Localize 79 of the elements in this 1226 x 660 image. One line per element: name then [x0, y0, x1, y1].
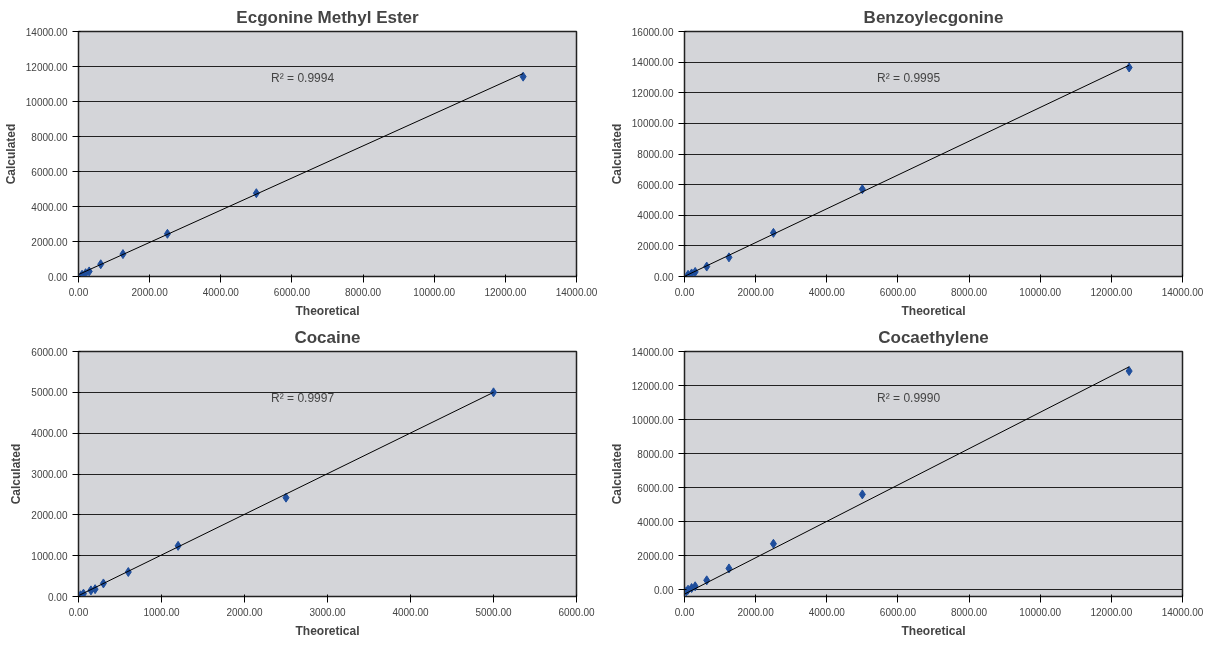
y-tick-label: 0.00	[654, 584, 674, 596]
x-tick-label: 12000.00	[1090, 286, 1133, 298]
y-tick-label: 5000.00	[31, 387, 68, 399]
y-tick-label: 14000.00	[631, 57, 674, 69]
x-tick-label: 10000.00	[1019, 606, 1062, 618]
x-axis-title: Theoretical	[295, 623, 360, 638]
y-tick-label: 6000.00	[637, 482, 674, 494]
y-tick-label: 6000.00	[31, 166, 68, 178]
x-tick-label: 14000.00	[1161, 286, 1204, 298]
y-axis-title: Calculated	[9, 443, 24, 505]
x-tick-label: 14000.00	[1161, 606, 1204, 618]
x-tick-label: 5000.00	[475, 606, 513, 618]
y-tick-label: 12000.00	[631, 380, 674, 392]
annotation: R² = 0.9994	[271, 71, 335, 86]
y-tick-label: 6000.00	[31, 346, 68, 358]
y-axis-title: Calculated	[609, 123, 624, 185]
y-tick-label: 2000.00	[31, 509, 68, 521]
chart-title: Cocaine	[294, 327, 361, 347]
y-tick-label: 10000.00	[631, 118, 674, 130]
x-tick-label: 14000.00	[555, 286, 598, 298]
y-tick-label: 16000.00	[631, 26, 674, 38]
x-tick-label: 1000.00	[143, 606, 181, 618]
x-tick-label: 12000.00	[1090, 606, 1133, 618]
x-tick-label: 10000.00	[413, 286, 456, 298]
x-axis-title: Theoretical	[901, 623, 966, 638]
x-tick-label: 6000.00	[558, 606, 596, 618]
x-tick-label: 0.00	[68, 286, 89, 298]
chart-title: Cocaethylene	[878, 327, 989, 347]
y-tick-label: 0.00	[654, 271, 674, 283]
x-tick-label: 8000.00	[951, 606, 988, 618]
x-axis-title: Theoretical	[901, 303, 966, 318]
y-tick-label: 14000.00	[631, 346, 674, 358]
y-tick-label: 4000.00	[31, 201, 68, 213]
x-tick-label: 0.00	[68, 606, 89, 618]
x-tick-label: 2000.00	[131, 286, 169, 298]
y-tick-label: 10000.00	[631, 414, 674, 426]
y-tick-label: 0.00	[48, 591, 68, 603]
x-tick-label: 3000.00	[309, 606, 347, 618]
x-tick-label: 0.00	[674, 606, 695, 618]
y-tick-label: 4000.00	[31, 428, 68, 440]
x-tick-label: 2000.00	[737, 286, 775, 298]
x-tick-label: 4000.00	[808, 286, 846, 298]
y-tick-label: 1000.00	[31, 550, 68, 562]
x-axis-title: Theoretical	[295, 303, 360, 318]
x-tick-label: 8000.00	[345, 286, 382, 298]
y-tick-label: 8000.00	[637, 448, 674, 460]
y-tick-label: 0.00	[48, 271, 68, 283]
y-tick-label: 10000.00	[25, 96, 68, 108]
y-tick-label: 4000.00	[637, 516, 674, 528]
y-tick-label: 8000.00	[31, 131, 68, 143]
y-axis-title: Calculated	[3, 123, 18, 185]
annotation: R² = 0.9990	[877, 391, 941, 406]
x-tick-label: 8000.00	[951, 286, 988, 298]
y-tick-label: 2000.00	[637, 240, 674, 252]
x-tick-label: 6000.00	[273, 286, 311, 298]
y-axis-title: Calculated	[609, 443, 624, 505]
x-tick-label: 4000.00	[392, 606, 430, 618]
chart-title: Ecgonine Methyl Ester	[236, 7, 420, 27]
x-tick-label: 6000.00	[879, 286, 917, 298]
annotation: R² = 0.9997	[271, 391, 335, 406]
x-tick-label: 2000.00	[737, 606, 775, 618]
y-tick-label: 2000.00	[31, 236, 68, 248]
x-tick-label: 12000.00	[484, 286, 527, 298]
x-tick-label: 4000.00	[808, 606, 846, 618]
y-tick-label: 3000.00	[31, 469, 68, 480]
x-tick-label: 6000.00	[879, 606, 917, 618]
y-tick-label: 14000.00	[25, 26, 68, 38]
y-tick-label: 6000.00	[637, 179, 674, 191]
x-tick-label: 10000.00	[1019, 286, 1062, 298]
chart-title: Benzoylecgonine	[863, 7, 1004, 27]
x-tick-label: 4000.00	[202, 286, 240, 298]
y-tick-label: 2000.00	[637, 550, 674, 562]
annotation: R² = 0.9995	[877, 71, 941, 86]
y-tick-label: 12000.00	[25, 61, 68, 73]
y-tick-label: 4000.00	[637, 210, 674, 222]
x-tick-label: 0.00	[674, 286, 695, 298]
y-tick-label: 12000.00	[631, 87, 674, 99]
y-tick-label: 8000.00	[637, 149, 674, 160]
x-tick-label: 2000.00	[226, 606, 264, 618]
